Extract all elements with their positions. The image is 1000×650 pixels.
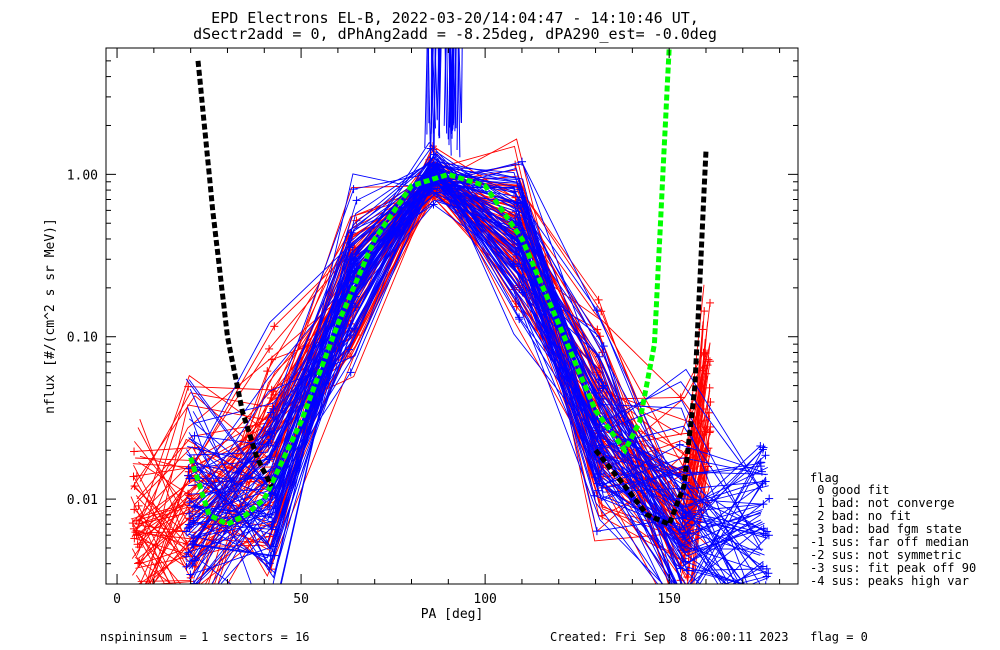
series-line: [194, 162, 763, 584]
x-axis-label: PA [deg]: [421, 607, 484, 622]
legend-entry: -2 sus: not symmetric: [810, 548, 962, 562]
series-line: [133, 181, 711, 584]
series-line: [188, 163, 730, 584]
y-tick-label: 0.01: [67, 493, 98, 508]
saturated-line: [431, 48, 435, 155]
series-red: [128, 138, 715, 584]
footer-right: Created: Fri Sep 8 06:00:11 2023 flag = …: [550, 630, 868, 644]
saturated-line: [432, 48, 436, 129]
series-line: [188, 176, 762, 569]
series-line: [188, 171, 765, 570]
series-line: [193, 168, 742, 584]
plot-area: [128, 48, 774, 584]
series-line: [191, 162, 763, 552]
series-line: [188, 176, 770, 584]
series-line: [187, 156, 736, 584]
series-line: [189, 162, 767, 508]
legend-entry: -3 sus: fit peak off 90: [810, 561, 976, 575]
legend: flag 0 good fit 1 bad: not converge 2 ba…: [810, 471, 976, 588]
legend-entry: 2 bad: no fit: [810, 509, 911, 523]
series-line: [188, 167, 745, 584]
saturated-line: [448, 48, 452, 156]
legend-entry: 3 bad: bad fgm state: [810, 522, 962, 536]
series-line: [189, 192, 769, 574]
y-axis-ticks: 0.01 0.10 1.00: [67, 60, 798, 565]
series-line: [187, 167, 768, 539]
data-lines: [128, 48, 774, 584]
fit-curve: [593, 150, 709, 528]
series-line: [189, 161, 766, 572]
series-line: [189, 163, 770, 570]
series-line: [187, 157, 748, 584]
series-line: [187, 155, 764, 529]
series-line: [192, 174, 764, 584]
series-line: [188, 180, 678, 584]
series-line: [189, 155, 762, 544]
y-tick-label: 1.00: [67, 168, 98, 183]
x-tick-label: 0: [113, 592, 121, 607]
x-tick-label: 150: [657, 592, 680, 607]
legend-entry: 1 bad: not converge: [810, 496, 955, 510]
series-line: [188, 164, 766, 554]
legend-entry: -1 sus: far off median: [810, 535, 969, 549]
saturated-line: [452, 48, 457, 126]
chart-subtitle: dSectr2add = 0, dPhAng2add = -8.25deg, d…: [193, 25, 717, 43]
series-line: [193, 180, 763, 584]
saturated-line: [446, 48, 449, 140]
saturated-line: [424, 48, 428, 149]
legend-entry: 0 good fit: [810, 483, 889, 497]
series-line: [186, 177, 740, 584]
series-line: [193, 163, 768, 577]
saturated-line: [457, 48, 461, 158]
series-line: [193, 168, 768, 532]
saturated-line: [437, 48, 441, 138]
y-axis-label: nflux [#/(cm^2 s sr MeV)]: [43, 218, 58, 414]
saturated-line: [451, 48, 454, 139]
y-tick-label: 0.10: [67, 331, 98, 346]
series-line: [194, 192, 766, 529]
series-line: [189, 174, 765, 533]
saturated-line: [444, 48, 448, 134]
series-line: [217, 173, 761, 584]
saturated-line: [433, 48, 437, 134]
plot-frame: [105, 47, 799, 585]
fit-lines: [188, 48, 709, 528]
x-axis-ticks: 0 50 100 150: [113, 48, 781, 607]
saturated-line: [458, 48, 462, 123]
legend-entry: -4 sus: peaks high var: [810, 574, 969, 588]
series-line: [186, 166, 763, 554]
x-tick-label: 50: [293, 592, 309, 607]
legend-title: flag: [810, 471, 839, 485]
saturated-line: [460, 48, 463, 123]
series-line: [132, 191, 711, 584]
fit-curve: [195, 60, 274, 488]
x-tick-label: 100: [473, 592, 496, 607]
series-blue: [182, 48, 774, 584]
footer-left: nspininsum = 1 sectors = 16: [100, 630, 310, 644]
series-line: [188, 156, 765, 557]
chart-title: EPD Electrons EL-B, 2022-03-20/14:04:47 …: [211, 9, 699, 27]
series-line: [188, 182, 737, 584]
series-line: [188, 175, 763, 515]
series-line: [272, 181, 766, 584]
